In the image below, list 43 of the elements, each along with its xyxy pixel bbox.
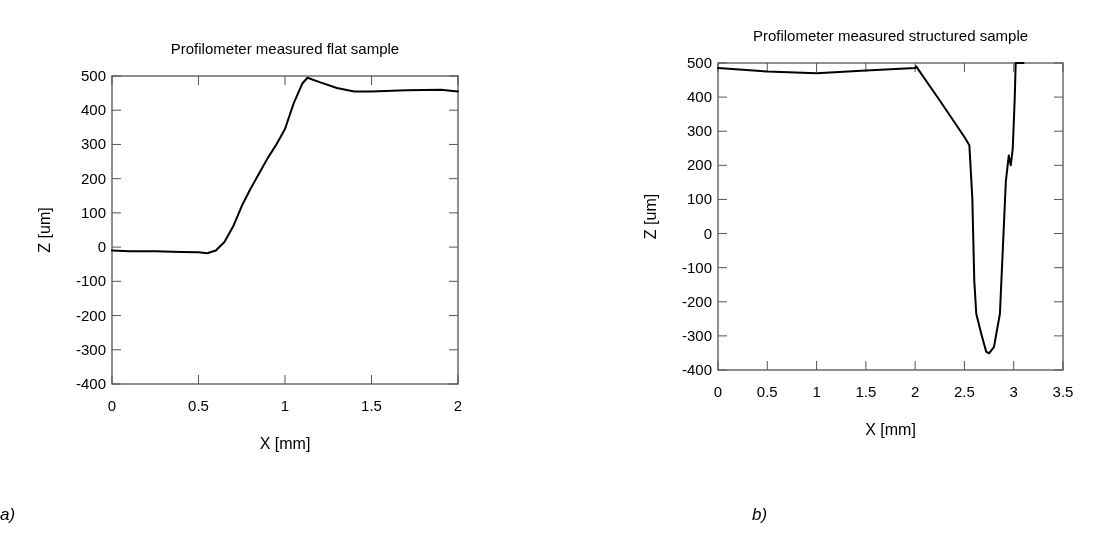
x-tick-label: 3: [1009, 383, 1018, 400]
x-tick-label: 2: [910, 383, 920, 400]
y-tick-label: 200: [686, 156, 712, 174]
x-tick-label: 1: [812, 383, 821, 400]
text: b): [752, 505, 768, 524]
y-tick-label: 500: [686, 54, 712, 71]
chart-title: Profilometer measured structured sample: [752, 27, 1029, 44]
x-tick-label: 0: [713, 383, 723, 400]
y-tick-label: -200: [75, 306, 106, 324]
y-tick-label: 400: [686, 88, 712, 106]
y-tick-label: -400: [681, 361, 712, 378]
y-axis-title: Z [um]: [36, 207, 53, 253]
y-axis-title: Z [um]: [642, 193, 659, 240]
x-tick-label: 0.5: [188, 397, 209, 414]
x-tick-label: 1.5: [361, 397, 382, 414]
x-tick-label: 1.5: [855, 383, 877, 400]
y-tick-label: 500: [80, 67, 106, 84]
chart-title: Profilometer measured flat sample: [170, 40, 400, 57]
text: a): [0, 505, 16, 524]
x-tick-label: 2.5: [954, 383, 975, 400]
y-tick-label: -300: [681, 326, 712, 344]
x-tick-label: 3.5: [1052, 383, 1074, 400]
x-tick-label: 1: [280, 397, 290, 414]
x-tick-label: 0.5: [756, 383, 778, 400]
x-tick-label: 0: [107, 397, 117, 414]
x-axis-title: X [mm]: [865, 421, 916, 438]
y-tick-label: 300: [686, 122, 712, 140]
y-tick-label: 300: [80, 135, 106, 153]
y-tick-label: -300: [75, 340, 106, 358]
y-tick-label: 0: [703, 224, 712, 242]
y-tick-label: -100: [75, 272, 106, 290]
y-tick-label: -200: [681, 292, 712, 310]
y-tick-label: 100: [686, 190, 712, 208]
y-tick-label: -400: [75, 375, 106, 392]
y-tick-label: 0: [97, 238, 106, 256]
x-tick-label: 2: [453, 397, 463, 414]
y-tick-label: 100: [80, 203, 106, 221]
y-tick-label: -100: [681, 258, 712, 276]
y-tick-label: 200: [80, 169, 106, 187]
y-tick-label: 400: [80, 101, 106, 119]
line-series: [111, 76, 459, 255]
x-axis-title: X [mm]: [259, 435, 311, 452]
line-series: [717, 62, 1025, 355]
